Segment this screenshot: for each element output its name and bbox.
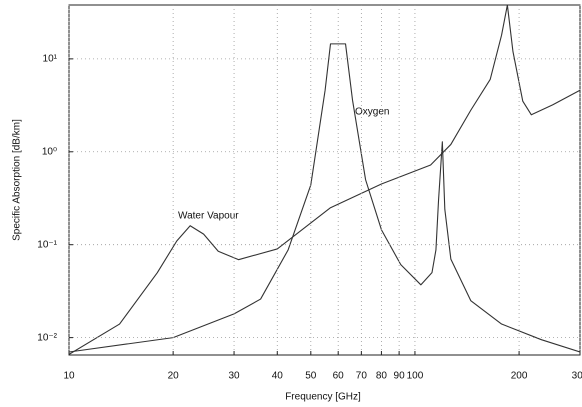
y-axis-title: Specific Absorption [dB/km]	[12, 119, 23, 241]
y-tick-label: 10⁰	[42, 146, 57, 157]
x-tick-label: 60	[333, 371, 345, 382]
annotation: Oxygen	[355, 107, 389, 118]
x-tick-label: 200	[511, 371, 528, 382]
x-tick-label: 40	[272, 371, 284, 382]
data-line	[69, 5, 580, 355]
x-tick-label: 90	[394, 371, 406, 382]
y-tick-label: 10⁻²	[37, 332, 57, 343]
x-tick-label: 10	[63, 371, 75, 382]
x-tick-label: 100	[407, 371, 424, 382]
data-line	[69, 43, 580, 353]
x-tick-label: 20	[168, 371, 180, 382]
x-tick-label: 300	[572, 371, 582, 382]
plot-frame	[68, 4, 581, 356]
y-tick-label: 10⁻¹	[37, 239, 57, 250]
plot-area	[69, 5, 580, 355]
y-tick-label: 10¹	[43, 54, 58, 65]
annotation: Water Vapour	[178, 211, 239, 222]
x-axis-title: Frequency [GHz]	[285, 392, 361, 403]
x-tick-label: 80	[376, 371, 388, 382]
x-tick-label: 30	[228, 371, 240, 382]
x-tick-label: 70	[356, 371, 368, 382]
x-tick-label: 50	[305, 371, 317, 382]
